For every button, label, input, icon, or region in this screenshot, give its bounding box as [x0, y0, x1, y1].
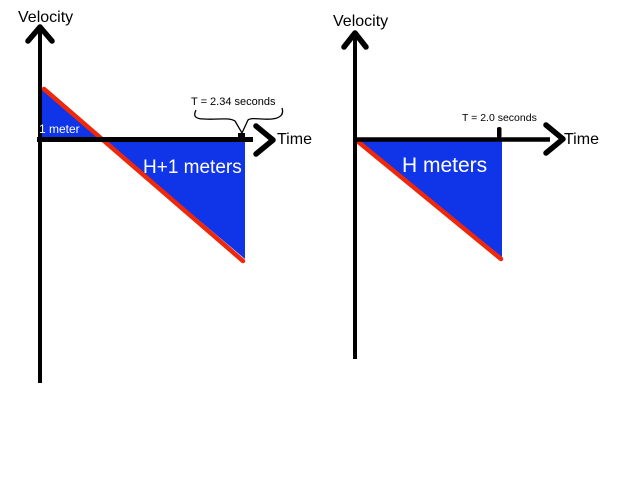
left-time-marker [238, 133, 245, 140]
left-time-axis-label: Time [277, 131, 312, 148]
left-velocity-axis-label: Velocity [18, 9, 74, 26]
right-time-axis-arrowhead [543, 122, 566, 156]
right-time-axis-label: Time [564, 131, 599, 148]
left-velocity-axis-arrowhead [25, 24, 55, 44]
right-velocity-axis-label: Velocity [333, 13, 389, 30]
right-time-tick [497, 127, 502, 138]
right-area-label: H meters [402, 154, 488, 177]
left-time-axis-arrowhead [253, 123, 276, 157]
right-velocity-line [353, 137, 504, 262]
left-below-axis-area-label: H+1 meters [143, 157, 242, 178]
right-time-annotation: T = 2.0 seconds [462, 112, 537, 124]
left-velocity-line [41, 86, 246, 264]
right-velocity-axis-arrowhead [341, 30, 369, 50]
left-above-axis-area-label: 1 meter [39, 122, 80, 136]
left-time-annotation: T = 2.34 seconds [191, 96, 276, 108]
left-annotation-brace [194, 107, 284, 135]
